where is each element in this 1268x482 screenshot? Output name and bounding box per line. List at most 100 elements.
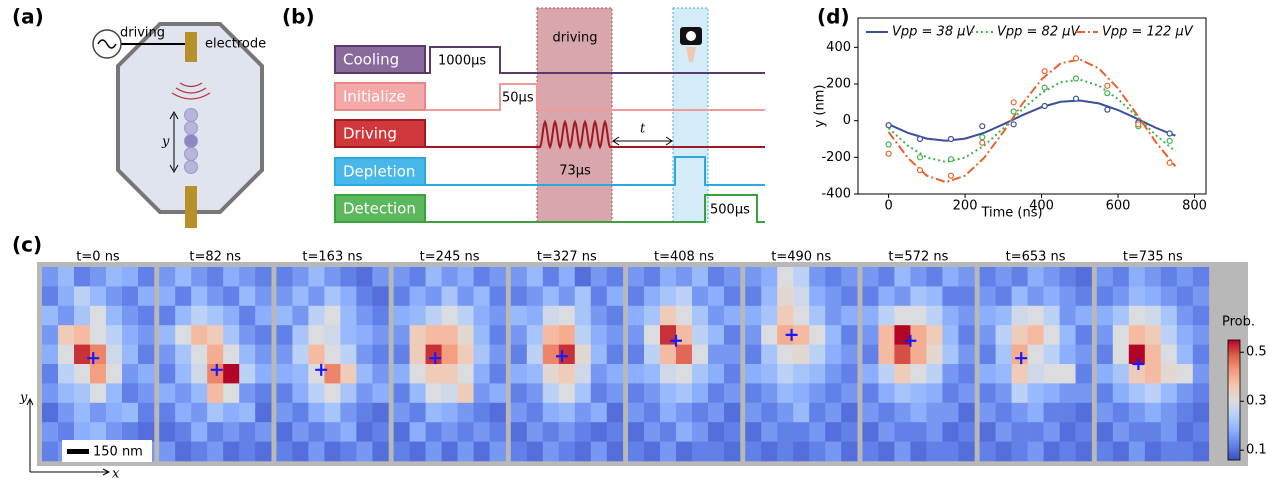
heat-cell — [1011, 267, 1028, 287]
fit-line — [887, 78, 1177, 163]
legend-label: Vpp = 38 μV — [892, 25, 975, 40]
row-box — [334, 119, 426, 148]
heat-cell — [1043, 305, 1060, 326]
heat-cell — [292, 325, 309, 345]
time-label: t=245 ns — [420, 250, 480, 265]
heat-cell — [1059, 383, 1076, 404]
heat-cell — [979, 286, 996, 307]
fit-line — [888, 99, 1176, 142]
heat-cell — [745, 344, 762, 365]
heat-cell — [457, 305, 474, 326]
heat-cell — [42, 364, 59, 384]
heat-cell — [590, 267, 608, 287]
heat-cell — [1059, 305, 1076, 326]
heat-cell — [207, 286, 224, 307]
heat-cell — [191, 441, 208, 462]
heat-cell — [409, 344, 426, 365]
heat-cell — [356, 267, 373, 287]
ion — [184, 134, 198, 148]
heat-cell — [340, 422, 357, 442]
colorbar-step — [1228, 394, 1240, 397]
heat-cell — [878, 325, 895, 345]
heat-cell — [372, 305, 389, 326]
heat-cell — [1059, 402, 1076, 423]
heat-cell — [590, 286, 608, 307]
heat-cell — [340, 441, 357, 462]
heat-cell — [425, 325, 442, 345]
heat-cell — [894, 286, 911, 307]
heat-cell — [542, 305, 560, 326]
heat-cell — [894, 402, 911, 423]
colorbar-step — [1228, 418, 1240, 421]
colorbar-step — [1228, 454, 1240, 457]
heat-cell — [425, 286, 442, 307]
heat-cell — [910, 305, 927, 326]
heat-cell — [207, 305, 224, 326]
heat-cell — [58, 402, 75, 423]
heat-cell — [1027, 402, 1044, 423]
heat-cell — [122, 286, 139, 307]
heat-cell — [862, 325, 879, 345]
heat-cell — [894, 267, 911, 287]
heat-cell — [910, 344, 927, 365]
x-tick-label: 0 — [884, 199, 892, 214]
heat-cell — [542, 441, 560, 462]
row-box — [334, 157, 426, 186]
time-label: t=82 ns — [189, 250, 241, 265]
heat-cell — [793, 267, 810, 287]
row-label: Driving — [343, 125, 397, 143]
heat-cell — [175, 422, 192, 442]
heat-cell — [958, 267, 975, 287]
heat-cell — [340, 402, 357, 423]
heat-cell — [979, 344, 996, 365]
heat-cell — [159, 325, 176, 345]
colorbar-step — [1228, 438, 1240, 441]
duration: 50μs — [502, 91, 534, 106]
heat-cell — [558, 267, 576, 287]
heat-cell — [159, 383, 176, 404]
heat-cell — [489, 364, 506, 384]
heat-cell — [644, 344, 661, 365]
heat-cell — [74, 364, 91, 384]
heat-cell — [979, 422, 996, 442]
heat-cell — [793, 441, 810, 462]
colorbar-step — [1228, 360, 1240, 363]
colorbar-step — [1228, 456, 1240, 459]
heat-cell — [1160, 325, 1178, 345]
heat-cell — [606, 344, 624, 365]
heat-cell — [777, 364, 794, 384]
heat-cell — [356, 325, 373, 345]
heat-cell — [724, 441, 741, 462]
heat-cell — [1043, 344, 1060, 365]
heat-cell — [1144, 267, 1162, 287]
heat-cell — [606, 422, 624, 442]
colorbar-step — [1228, 424, 1240, 427]
heat-cell — [1027, 305, 1044, 326]
heat-cell — [894, 422, 911, 442]
heat-cell — [979, 364, 996, 384]
time-label: t=490 ns — [771, 250, 831, 265]
heat-cell — [159, 267, 176, 287]
heat-cell — [1027, 325, 1044, 345]
heat-cell — [473, 344, 490, 365]
heat-cell — [894, 383, 911, 404]
heat-cell — [90, 402, 107, 423]
heat-cell — [606, 286, 624, 307]
heat-cell — [138, 344, 155, 365]
heat-cell — [793, 305, 810, 326]
heat-cell — [122, 364, 139, 384]
heat-cell — [1096, 286, 1114, 307]
colorbar-step — [1228, 410, 1240, 413]
heat-cell — [574, 305, 592, 326]
heat-cell — [1144, 422, 1162, 442]
heat-cell — [995, 344, 1012, 365]
heat-cell — [122, 344, 139, 365]
heat-cell — [793, 286, 810, 307]
heat-cell — [910, 422, 927, 442]
heat-cell — [1160, 286, 1178, 307]
heat-cell — [526, 364, 544, 384]
colorbar-tick-label: 0.5 — [1246, 345, 1267, 360]
heat-cell — [58, 383, 75, 404]
colorbar-step — [1228, 402, 1240, 405]
heat-cell — [692, 441, 709, 462]
